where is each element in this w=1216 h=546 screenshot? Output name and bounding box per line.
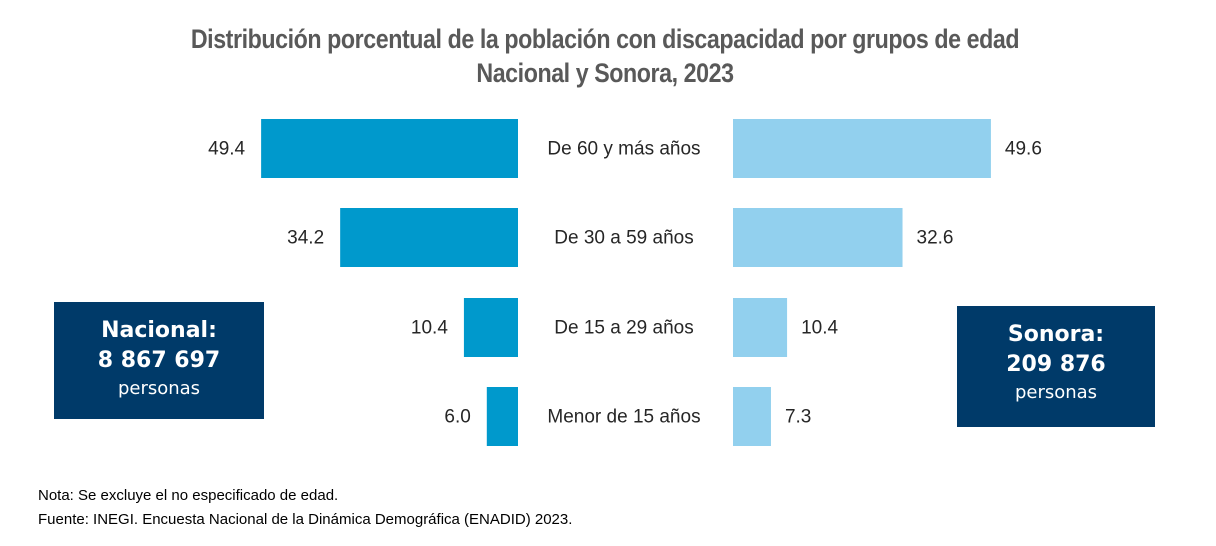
nacional-value-label: 49.4 [208, 139, 245, 160]
nacional-bar [261, 119, 518, 178]
category-label: De 60 y más años [547, 139, 700, 160]
nacional-box-count: 8 867 697 [97, 348, 221, 373]
footnote-note: Nota: Se excluye el no especificado de e… [38, 487, 339, 504]
chart-subtitle: Nacional y Sonora, 2023 [476, 58, 734, 88]
nacional-value-label: 10.4 [411, 318, 448, 339]
nacional-bar [486, 387, 518, 446]
sonora-value-label: 10.4 [801, 318, 838, 339]
sonora-bar [733, 208, 903, 267]
category-label: De 30 a 59 años [554, 228, 693, 249]
sonora-value-label: 49.6 [1005, 139, 1042, 160]
nacional-bar [463, 298, 518, 357]
nacional-bar [340, 208, 518, 267]
sonora-box-title: Sonora: [1007, 322, 1105, 347]
sonora-bar [733, 119, 991, 178]
chart-title: Distribución porcentual de la población … [190, 24, 1020, 54]
sonora-value-label: 32.6 [917, 228, 954, 249]
nacional-box-title: Nacional: [101, 318, 217, 343]
nacional-box-unit: personas [117, 378, 201, 399]
sonora-value-label: 7.3 [785, 407, 811, 428]
sonora-box-unit: personas [1014, 382, 1098, 403]
nacional-value-label: 34.2 [287, 228, 324, 249]
sonora-bar [733, 387, 771, 446]
footnote-source: Fuente: INEGI. Encuesta Nacional de la D… [38, 511, 573, 528]
sonora-total-box: Sonora: 209 876 personas [957, 306, 1155, 427]
category-label: Menor de 15 años [547, 407, 700, 428]
sonora-bar [733, 298, 788, 357]
sonora-box-count: 209 876 [1006, 352, 1106, 377]
category-label: De 15 a 29 años [554, 318, 693, 339]
nacional-total-box: Nacional: 8 867 697 personas [54, 302, 264, 419]
nacional-value-label: 6.0 [444, 407, 470, 428]
